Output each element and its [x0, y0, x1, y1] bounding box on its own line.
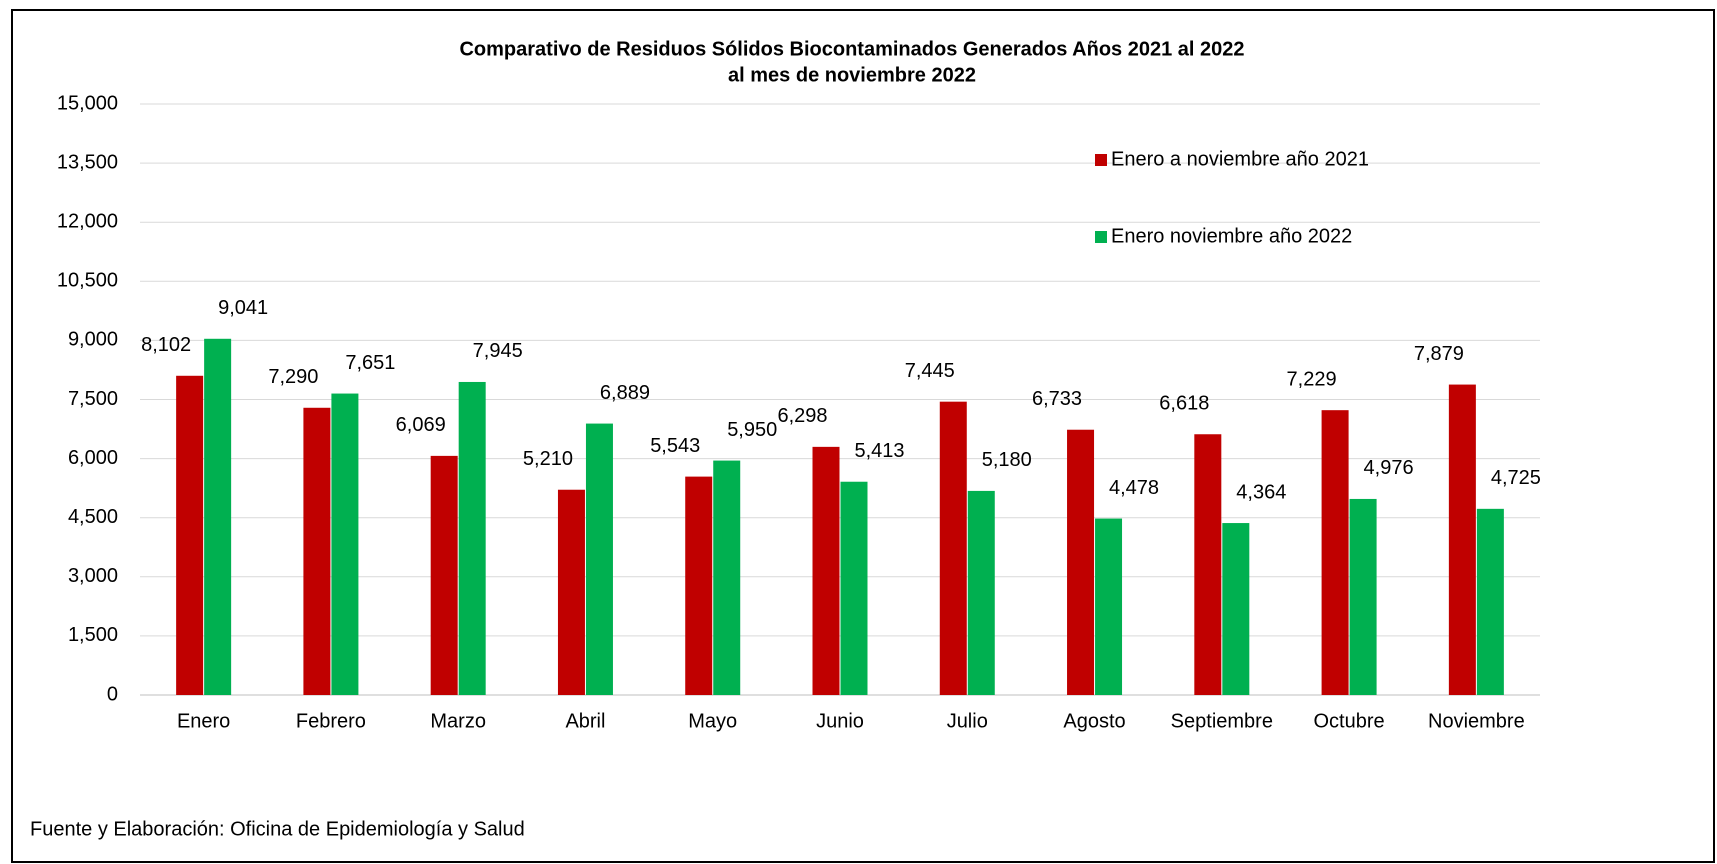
data-label: 5,543 — [650, 435, 700, 457]
x-tick-label: Abril — [565, 710, 605, 732]
data-label: 4,478 — [1109, 477, 1159, 499]
bar — [557, 489, 585, 695]
x-tick-label: Agosto — [1063, 710, 1125, 732]
frame — [11, 9, 1715, 863]
x-tick-label: Septiembre — [1171, 710, 1273, 732]
y-tick-label: 3,000 — [68, 565, 118, 587]
y-tick-label: 9,000 — [68, 329, 118, 351]
data-label: 7,651 — [345, 352, 395, 374]
bar — [176, 375, 204, 695]
data-label: 6,069 — [396, 414, 446, 436]
bar — [840, 481, 868, 695]
source-note: Fuente y Elaboración: Oficina de Epidemi… — [30, 818, 525, 840]
data-label: 6,298 — [777, 405, 827, 427]
x-tick-label: Julio — [947, 710, 988, 732]
data-label: 6,618 — [1159, 393, 1209, 415]
bar — [1222, 523, 1250, 695]
x-tick-label: Noviembre — [1428, 710, 1525, 732]
data-label: 7,445 — [905, 360, 955, 382]
y-tick-label: 7,500 — [68, 388, 118, 410]
bar — [1067, 429, 1095, 695]
y-tick-label: 10,500 — [57, 270, 118, 292]
data-label: 4,725 — [1491, 467, 1541, 489]
chart-subtitle: al mes de noviembre 2022 — [728, 64, 976, 86]
bar — [1321, 410, 1349, 695]
x-tick-label: Junio — [816, 710, 864, 732]
legend-swatch — [1095, 231, 1107, 243]
data-label: 5,210 — [523, 448, 573, 470]
chart-title: Comparativo de Residuos Sólidos Bioconta… — [459, 38, 1244, 60]
data-label: 4,364 — [1236, 481, 1286, 503]
legend-swatch — [1095, 154, 1107, 166]
data-label: 7,945 — [473, 340, 523, 362]
x-tick-label: Enero — [177, 710, 230, 732]
data-label: 5,180 — [982, 449, 1032, 471]
bar — [1349, 498, 1377, 695]
y-tick-label: 6,000 — [68, 447, 118, 469]
bar — [812, 446, 840, 695]
bar — [204, 338, 232, 695]
y-tick-label: 13,500 — [57, 151, 118, 173]
bar — [430, 455, 458, 695]
bar — [331, 393, 359, 695]
bar — [939, 401, 967, 695]
data-label: 7,290 — [268, 366, 318, 388]
data-label: 4,976 — [1364, 457, 1414, 479]
y-tick-label: 4,500 — [68, 506, 118, 528]
bar — [1476, 508, 1504, 695]
bar — [1194, 434, 1222, 695]
bar — [1448, 384, 1476, 695]
bar — [458, 381, 486, 695]
x-tick-label: Mayo — [688, 710, 737, 732]
legend-label: Enero a noviembre año 2021 — [1111, 148, 1369, 170]
data-label: 9,041 — [218, 297, 268, 319]
data-label: 5,413 — [854, 440, 904, 462]
y-tick-label: 0 — [107, 683, 118, 705]
bar — [303, 407, 331, 695]
x-tick-label: Octubre — [1314, 710, 1385, 732]
y-tick-label: 1,500 — [68, 624, 118, 646]
data-label: 8,102 — [141, 334, 191, 356]
bar — [713, 460, 741, 695]
bar — [585, 423, 613, 695]
y-tick-label: 12,000 — [57, 210, 118, 232]
x-tick-label: Marzo — [430, 710, 486, 732]
bar — [1095, 518, 1123, 695]
data-label: 7,879 — [1414, 343, 1464, 365]
legend-label: Enero noviembre año 2022 — [1111, 225, 1352, 247]
data-label: 6,889 — [600, 382, 650, 404]
x-tick-label: Febrero — [296, 710, 366, 732]
data-label: 6,733 — [1032, 388, 1082, 410]
y-tick-label: 15,000 — [57, 92, 118, 114]
bar — [685, 476, 713, 695]
data-label: 5,950 — [727, 419, 777, 441]
bar — [967, 490, 995, 695]
data-label: 7,229 — [1287, 368, 1337, 390]
